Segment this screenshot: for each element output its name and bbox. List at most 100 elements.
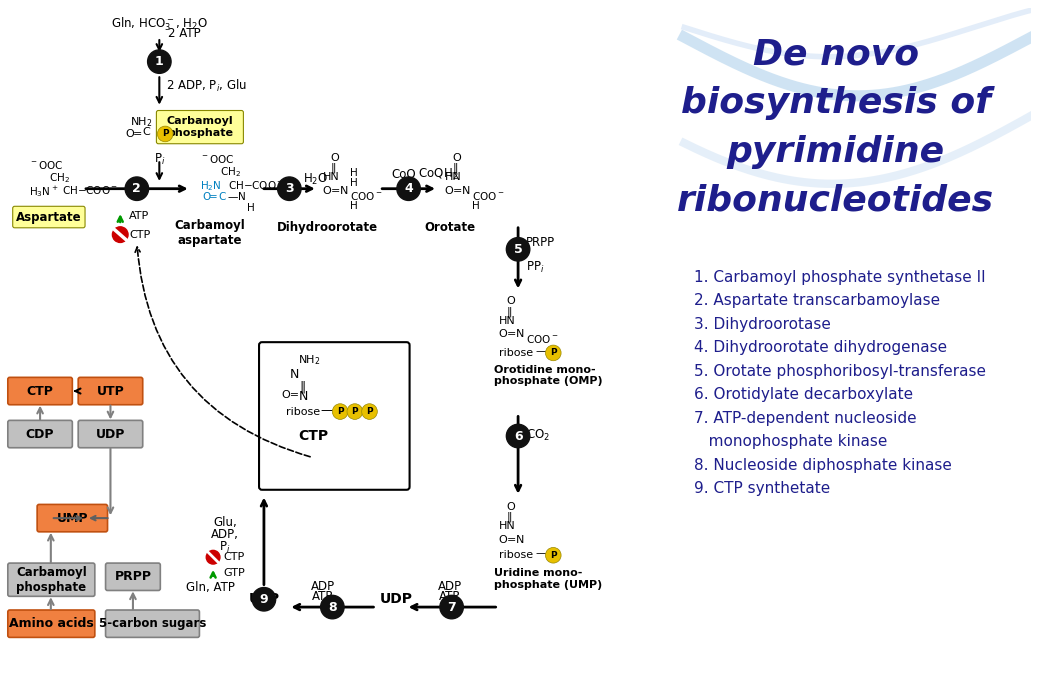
Text: ‖: ‖ [506, 306, 512, 317]
Text: monophosphate kinase: monophosphate kinase [694, 434, 887, 449]
Circle shape [440, 596, 463, 619]
FancyBboxPatch shape [7, 610, 95, 637]
Text: CH$_2$: CH$_2$ [219, 165, 241, 179]
Text: N: N [237, 192, 246, 201]
Circle shape [277, 177, 301, 201]
Text: pyrimidine: pyrimidine [727, 135, 945, 169]
Text: 9: 9 [260, 593, 268, 606]
Text: NH$_2$: NH$_2$ [131, 115, 153, 129]
Text: Carbamoyl
aspartate: Carbamoyl aspartate [175, 219, 246, 247]
Text: O: O [126, 129, 134, 139]
Text: O=: O= [282, 390, 300, 400]
Text: H$_3$N$^+$: H$_3$N$^+$ [30, 184, 59, 199]
Text: CTP: CTP [299, 429, 329, 443]
Text: HN: HN [499, 521, 515, 531]
Text: 1: 1 [155, 55, 164, 68]
Text: CTP: CTP [26, 384, 54, 398]
Text: 8. Nucleoside diphosphate kinase: 8. Nucleoside diphosphate kinase [694, 458, 952, 473]
FancyBboxPatch shape [106, 563, 160, 591]
Text: UDP: UDP [96, 428, 126, 440]
Text: H$_2$O: H$_2$O [303, 172, 328, 187]
Text: PRPP: PRPP [114, 570, 152, 583]
Text: =: = [133, 129, 142, 139]
Circle shape [148, 50, 171, 73]
Circle shape [113, 226, 128, 243]
Text: O: O [506, 501, 515, 512]
Text: P: P [161, 129, 169, 138]
Text: ribonucleotides: ribonucleotides [677, 184, 995, 218]
Text: 5. Orotate phosphoribosyl-transferase: 5. Orotate phosphoribosyl-transferase [694, 363, 986, 379]
Text: CoQH$_2$: CoQH$_2$ [410, 167, 458, 182]
Text: Orotate: Orotate [424, 221, 475, 234]
Text: 6: 6 [514, 429, 522, 442]
FancyBboxPatch shape [37, 505, 108, 532]
Text: H: H [350, 201, 358, 211]
Text: ATP: ATP [439, 591, 460, 603]
Text: =: = [506, 329, 516, 340]
Text: N: N [516, 535, 524, 545]
Text: Uridine mono-
phosphate (UMP): Uridine mono- phosphate (UMP) [494, 568, 602, 589]
Text: $^-$OOC: $^-$OOC [30, 159, 63, 171]
Circle shape [545, 547, 561, 563]
Text: 9. CTP synthetate: 9. CTP synthetate [694, 481, 830, 496]
Text: —: — [536, 549, 546, 559]
Text: Amino acids: Amino acids [8, 617, 94, 630]
Text: NH$_2$: NH$_2$ [298, 353, 320, 367]
Text: ‖: ‖ [506, 511, 512, 521]
FancyBboxPatch shape [7, 563, 95, 596]
Text: N: N [340, 186, 348, 196]
Text: 3. Dihydroorotase: 3. Dihydroorotase [694, 317, 831, 332]
Text: PRPP: PRPP [525, 236, 555, 249]
Text: GTP: GTP [223, 568, 245, 578]
Text: O: O [445, 186, 454, 196]
Text: O: O [453, 152, 461, 163]
Text: 4. Dihydroorotate dihydrogenase: 4. Dihydroorotate dihydrogenase [694, 340, 947, 355]
Text: CDP: CDP [25, 428, 54, 440]
Text: 2 ADP, P$_i$, Glu: 2 ADP, P$_i$, Glu [167, 78, 247, 94]
Text: P: P [351, 407, 358, 416]
Text: ADP,: ADP, [211, 528, 238, 541]
Text: N: N [516, 329, 524, 340]
Text: HN: HN [445, 172, 461, 182]
FancyBboxPatch shape [13, 206, 85, 228]
Text: De novo: De novo [752, 37, 919, 71]
Text: Dihydroorotate: Dihydroorotate [276, 221, 378, 234]
Text: P$_i$: P$_i$ [154, 152, 165, 166]
FancyBboxPatch shape [78, 377, 142, 405]
Text: ribose: ribose [499, 550, 533, 561]
Text: H: H [473, 201, 480, 211]
FancyBboxPatch shape [7, 420, 73, 448]
FancyBboxPatch shape [106, 610, 199, 637]
Text: 5-carbon sugars: 5-carbon sugars [99, 617, 206, 630]
Text: HN: HN [323, 172, 340, 182]
Text: CoQ: CoQ [391, 167, 416, 180]
Circle shape [321, 596, 344, 619]
Text: N: N [289, 368, 299, 380]
Circle shape [157, 126, 173, 142]
Text: H: H [350, 178, 358, 188]
Text: =: = [330, 186, 340, 196]
Text: H: H [247, 203, 255, 213]
Text: ATP: ATP [129, 211, 150, 221]
Text: CH$_2$: CH$_2$ [49, 171, 70, 185]
Text: $^-$OOC: $^-$OOC [200, 152, 235, 164]
Text: ADP: ADP [438, 579, 462, 593]
Text: CH$-$COO$^-$: CH$-$COO$^-$ [61, 184, 118, 196]
Text: ribose: ribose [286, 407, 321, 417]
Text: 7: 7 [447, 600, 456, 614]
Text: —: — [321, 404, 333, 417]
Text: C: C [218, 192, 226, 201]
Text: —: — [536, 346, 546, 356]
Text: UTP: UTP [248, 592, 280, 606]
Circle shape [252, 588, 275, 611]
Circle shape [207, 550, 219, 564]
Text: O: O [506, 296, 515, 306]
Text: P: P [337, 407, 344, 416]
Circle shape [126, 177, 149, 201]
Circle shape [362, 404, 378, 419]
Circle shape [397, 177, 420, 201]
Text: 8: 8 [328, 600, 337, 614]
Text: =: = [506, 535, 516, 545]
Text: COO$^-$: COO$^-$ [473, 189, 504, 202]
Text: Carbamoyl
phosphate: Carbamoyl phosphate [167, 116, 233, 138]
